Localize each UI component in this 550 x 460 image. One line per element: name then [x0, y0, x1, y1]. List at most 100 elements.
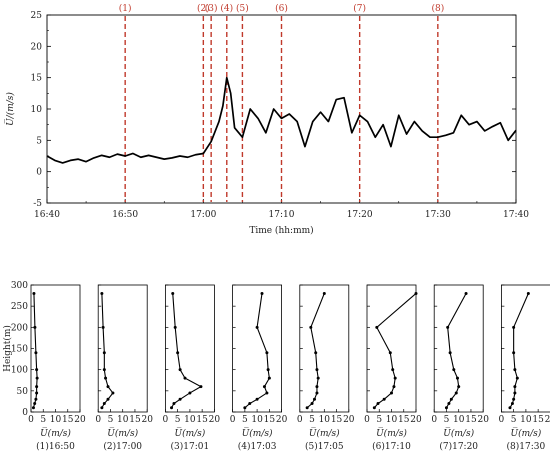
- top-y-tick-label: 20: [31, 42, 43, 52]
- profile-point: [176, 351, 180, 355]
- profile-point: [199, 385, 203, 389]
- top-x-axis-label: Time (hh:mm): [249, 225, 313, 236]
- profile-point: [382, 397, 386, 401]
- profile-series: [244, 293, 270, 409]
- profile-point: [390, 391, 393, 395]
- profile-x-tick-label: 5: [242, 415, 248, 425]
- profile-x-tick-label: 0: [431, 415, 437, 425]
- profile-x-tick-label: 15: [331, 415, 343, 425]
- profile-point: [34, 351, 38, 355]
- profile-frame: [30, 284, 81, 413]
- profile-point: [267, 376, 271, 380]
- profile-point: [173, 325, 177, 329]
- profile-point: [170, 406, 174, 410]
- profile-y-tick-label: 0: [22, 408, 28, 418]
- profile-point: [455, 376, 459, 380]
- profile-x-tick-label: 20: [209, 415, 221, 425]
- profile-point: [101, 325, 105, 329]
- profile-x-tick-label: 5: [511, 415, 517, 425]
- profile-series: [306, 293, 325, 409]
- profile-point: [262, 385, 266, 389]
- profile-point: [111, 391, 115, 395]
- profile-x-axis-label: U̅(m/s): [309, 427, 340, 439]
- profile-point: [255, 325, 259, 329]
- wind-speed-series: [46, 76, 517, 164]
- profile-caption: (3)17:01: [171, 441, 210, 452]
- event-label: (3): [205, 3, 218, 14]
- profile-point: [178, 397, 182, 401]
- profile-point: [102, 368, 106, 372]
- top-x-tick-label: 17:20: [347, 210, 373, 220]
- profile-point: [513, 368, 517, 372]
- profile-point: [33, 325, 37, 329]
- profile-point: [183, 376, 187, 380]
- profile-frame: [97, 284, 148, 413]
- profile-point: [265, 351, 269, 355]
- profile-point: [508, 406, 512, 410]
- profile-x-tick-label: 10: [251, 415, 263, 425]
- profile-point: [414, 291, 418, 295]
- profile-x-tick-label: 20: [343, 415, 355, 425]
- profile-y-tick-label: 300: [11, 281, 28, 291]
- profile-x-tick-label: 15: [465, 415, 477, 425]
- profile-point: [316, 376, 320, 380]
- profile-x-tick-label: 15: [532, 415, 544, 425]
- profile-y-tick-label: 100: [11, 366, 28, 376]
- profile-point: [313, 397, 316, 401]
- profile-y-tick-label: 200: [11, 323, 28, 333]
- profile-point: [102, 351, 106, 355]
- profile-point: [309, 325, 313, 329]
- profile-point: [457, 385, 461, 389]
- profile-caption: (6)17:10: [372, 441, 411, 452]
- profile-frame: [232, 284, 283, 413]
- top-y-tick-label: -5: [33, 199, 42, 209]
- profile-point: [449, 397, 453, 401]
- profile-x-tick-label: 15: [129, 415, 141, 425]
- profile-point: [375, 325, 379, 329]
- profile-point: [260, 291, 264, 295]
- profile-frame: [299, 284, 350, 413]
- event-label: (7): [353, 3, 366, 14]
- profile-point: [106, 385, 110, 389]
- profile-point: [178, 368, 182, 372]
- profile-frame: [433, 284, 484, 413]
- profile-point: [172, 402, 176, 406]
- profile-x-tick-label: 10: [184, 415, 196, 425]
- profile-point: [35, 376, 39, 380]
- profile-point: [376, 402, 380, 406]
- top-x-tick-label: 17:40: [503, 210, 529, 220]
- profile-x-tick-label: 20: [74, 415, 86, 425]
- top-y-tick-label: 5: [36, 136, 42, 146]
- profile-point: [314, 351, 318, 355]
- profile-x-tick-label: 0: [230, 415, 236, 425]
- profile-point: [513, 385, 517, 389]
- profile-caption: (5)17:05: [305, 441, 344, 452]
- top-y-tick-label: 0: [36, 168, 42, 178]
- profile-point: [448, 351, 452, 355]
- profile-x-axis-label: U̅(m/s): [107, 427, 138, 439]
- profile-x-tick-label: 15: [62, 415, 74, 425]
- profile-point: [512, 351, 516, 355]
- profile-point: [32, 291, 36, 295]
- profile-x-axis-label: U̅(m/s): [40, 427, 71, 439]
- profile-x-tick-label: 5: [444, 415, 450, 425]
- profile-series: [373, 293, 417, 409]
- profile-x-tick-label: 10: [453, 415, 465, 425]
- profile-point: [452, 368, 456, 372]
- top-y-tick-label: 25: [31, 11, 43, 21]
- profile-point: [104, 376, 108, 380]
- profile-x-tick-label: 0: [95, 415, 101, 425]
- profile-point: [388, 351, 392, 355]
- profile-point: [248, 402, 252, 406]
- profile-x-tick-label: 10: [117, 415, 129, 425]
- profile-x-axis-label: U̅(m/s): [175, 427, 206, 439]
- profile-x-tick-label: 5: [175, 415, 181, 425]
- profile-y-tick-label: 250: [11, 302, 28, 312]
- profile-x-tick-label: 15: [196, 415, 208, 425]
- profile-point: [188, 391, 192, 395]
- profile-point: [446, 325, 450, 329]
- profile-point: [35, 391, 39, 395]
- profile-x-tick-label: 0: [163, 415, 169, 425]
- profile-point: [305, 406, 309, 410]
- profile-point: [100, 291, 104, 295]
